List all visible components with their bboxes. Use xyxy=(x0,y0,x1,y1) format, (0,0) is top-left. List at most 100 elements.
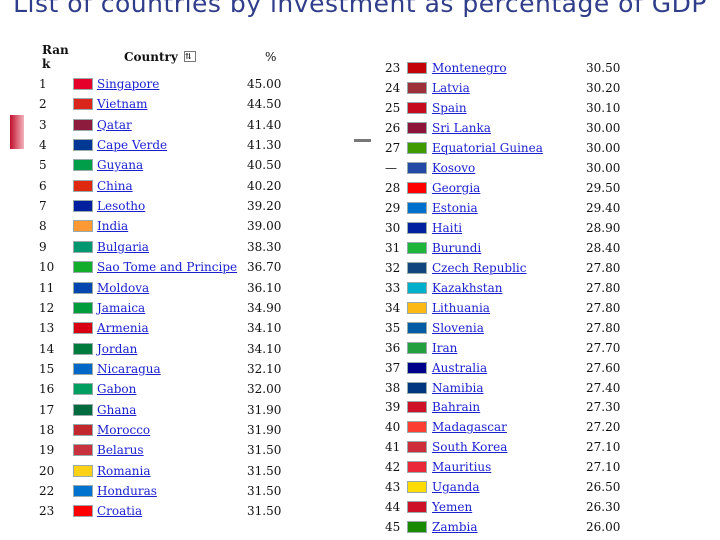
percent-cell: 27.10 xyxy=(586,460,621,475)
country-link[interactable]: Jordan xyxy=(97,341,138,356)
country-link[interactable]: Sri Lanka xyxy=(432,120,491,135)
rank-cell: 30 xyxy=(385,220,401,235)
rank-cell: 23 xyxy=(385,61,401,75)
country-link[interactable]: Uganda xyxy=(432,480,480,495)
country-link[interactable]: Lesotho xyxy=(97,199,146,214)
flag-icon xyxy=(73,362,93,375)
rank-cell: 8 xyxy=(39,219,47,234)
flag-icon xyxy=(73,485,93,497)
rank-cell: 7 xyxy=(39,199,47,214)
country-link[interactable]: South Korea xyxy=(432,440,508,455)
country-link[interactable]: Madagascar xyxy=(432,420,507,435)
decorative-dash xyxy=(354,139,371,142)
country-link[interactable]: Australia xyxy=(432,360,488,375)
flag-icon xyxy=(73,403,93,416)
percent-cell: 32.10 xyxy=(247,361,282,376)
country-link[interactable]: Montenegro xyxy=(432,61,507,75)
flag-icon xyxy=(73,383,93,396)
rank-cell: 2 xyxy=(39,97,47,112)
country-link[interactable]: Cape Verde xyxy=(97,138,168,153)
flag-icon xyxy=(73,261,93,274)
country-link[interactable]: Kosovo xyxy=(432,160,476,175)
flag-icon xyxy=(73,423,93,436)
country-link[interactable]: Bulgaria xyxy=(97,239,149,254)
rank-cell: 33 xyxy=(385,280,401,295)
flag-icon xyxy=(407,241,427,254)
country-link[interactable]: Bahrain xyxy=(432,400,481,415)
rank-cell: 18 xyxy=(39,422,55,437)
country-link[interactable]: Mauritius xyxy=(432,460,492,475)
country-link[interactable]: Namibia xyxy=(432,380,484,395)
country-link[interactable]: Belarus xyxy=(97,443,144,458)
country-link[interactable]: Burundi xyxy=(432,240,482,255)
rank-cell: 31 xyxy=(385,240,401,255)
percent-cell: 30.00 xyxy=(586,120,621,135)
percent-cell: 26.00 xyxy=(586,520,621,535)
country-link[interactable]: Gabon xyxy=(97,382,137,397)
country-link[interactable]: Slovenia xyxy=(432,320,484,335)
country-link[interactable]: Spain xyxy=(432,100,467,115)
country-link[interactable]: Jamaica xyxy=(97,300,146,315)
decorative-bar xyxy=(10,115,24,149)
rank-cell: 10 xyxy=(39,260,55,275)
country-link[interactable]: Honduras xyxy=(97,484,157,498)
country-link[interactable]: India xyxy=(97,219,129,234)
country-link[interactable]: Moldova xyxy=(97,280,150,295)
country-link[interactable]: Ghana xyxy=(97,402,137,417)
country-link[interactable]: Qatar xyxy=(97,117,132,132)
percent-cell: 34.10 xyxy=(247,341,282,356)
country-link[interactable]: Haiti xyxy=(432,220,463,235)
flag-icon xyxy=(407,201,427,214)
country-link[interactable]: Iran xyxy=(432,340,458,355)
country-link[interactable]: Guyana xyxy=(97,158,144,173)
rank-cell: 17 xyxy=(39,402,55,417)
country-link[interactable]: Georgia xyxy=(432,180,481,195)
rank-cell: 6 xyxy=(39,178,47,193)
country-link[interactable]: Yemen xyxy=(432,500,473,515)
country-link[interactable]: Croatia xyxy=(97,504,143,519)
country-link[interactable]: Vietnam xyxy=(97,97,148,112)
rank-cell: 3 xyxy=(39,117,47,132)
percent-cell: 27.20 xyxy=(586,420,621,435)
rank-cell: 15 xyxy=(39,361,55,376)
flag-icon xyxy=(407,361,427,374)
percent-cell: 27.60 xyxy=(586,360,621,375)
rank-cell: 13 xyxy=(39,321,55,336)
rank-cell: 37 xyxy=(385,360,401,375)
rank-cell: 39 xyxy=(385,400,401,415)
percent-cell: 27.80 xyxy=(586,300,621,315)
country-link[interactable]: Morocco xyxy=(97,422,151,437)
country-link[interactable]: Kazakhstan xyxy=(432,280,503,295)
country-link[interactable]: Latvia xyxy=(432,80,470,95)
percent-cell: 31.50 xyxy=(247,504,282,519)
percent-cell: 40.50 xyxy=(247,158,282,173)
country-link[interactable]: Nicaragua xyxy=(97,361,161,376)
rank-cell: 19 xyxy=(39,443,55,458)
country-link[interactable]: Czech Republic xyxy=(432,260,527,275)
rank-cell: 43 xyxy=(385,480,401,495)
rank-cell: 45 xyxy=(385,520,401,535)
rank-cell: 42 xyxy=(385,460,401,475)
percent-cell: 29.40 xyxy=(586,200,621,215)
country-link[interactable]: Singapore xyxy=(97,77,160,91)
sort-icon[interactable]: ⇅ xyxy=(184,51,196,62)
country-link[interactable]: Armenia xyxy=(97,321,149,336)
rank-cell: 40 xyxy=(385,420,401,435)
percent-cell: 27.40 xyxy=(586,380,621,395)
country-link[interactable]: China xyxy=(97,178,133,193)
percent-cell: 36.70 xyxy=(247,260,282,275)
flag-icon xyxy=(73,159,93,172)
percent-cell: 40.20 xyxy=(247,178,282,193)
percent-cell: 41.30 xyxy=(247,138,282,153)
country-link[interactable]: Romania xyxy=(97,463,151,478)
percent-cell: 39.00 xyxy=(247,219,282,234)
country-link[interactable]: Lithuania xyxy=(432,300,490,315)
flag-icon xyxy=(407,381,427,394)
percent-cell: 30.20 xyxy=(586,80,621,95)
country-link[interactable]: Sao Tome and Principe xyxy=(97,260,238,275)
country-link[interactable]: Equatorial Guinea xyxy=(432,140,543,155)
country-link[interactable]: Estonia xyxy=(432,200,478,215)
percent-cell: 44.50 xyxy=(247,97,282,112)
rank-column-header: Ran k xyxy=(42,43,69,71)
country-link[interactable]: Zambia xyxy=(432,520,478,535)
